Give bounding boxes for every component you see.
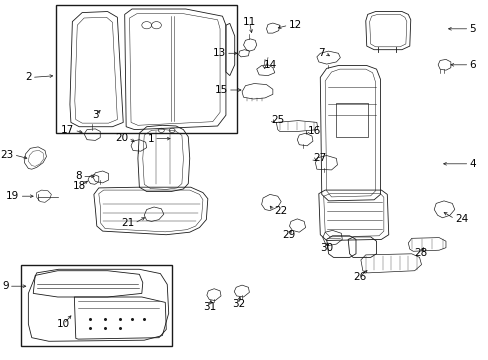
Bar bbox=[56, 5, 237, 133]
Text: 23: 23 bbox=[0, 150, 14, 160]
Text: 18: 18 bbox=[72, 181, 86, 192]
Text: 29: 29 bbox=[281, 230, 295, 240]
Text: 20: 20 bbox=[115, 132, 128, 143]
Text: 22: 22 bbox=[273, 206, 286, 216]
Text: 12: 12 bbox=[288, 20, 301, 30]
Text: 3: 3 bbox=[92, 110, 99, 120]
Text: 25: 25 bbox=[271, 114, 284, 125]
Text: 28: 28 bbox=[413, 248, 427, 258]
Text: 24: 24 bbox=[454, 214, 467, 224]
Text: 11: 11 bbox=[242, 17, 256, 27]
Text: 7: 7 bbox=[318, 48, 325, 58]
Text: 16: 16 bbox=[307, 126, 321, 136]
Text: 31: 31 bbox=[203, 302, 217, 312]
Text: 30: 30 bbox=[320, 243, 332, 253]
Text: 14: 14 bbox=[264, 60, 277, 70]
Text: 5: 5 bbox=[468, 24, 475, 34]
Text: 10: 10 bbox=[57, 319, 70, 329]
Text: 19: 19 bbox=[6, 191, 20, 201]
Text: 32: 32 bbox=[231, 299, 245, 309]
Text: 27: 27 bbox=[312, 153, 325, 163]
Text: 17: 17 bbox=[61, 125, 74, 135]
Text: 26: 26 bbox=[352, 272, 366, 282]
Text: 21: 21 bbox=[121, 218, 134, 228]
Text: 9: 9 bbox=[2, 281, 9, 291]
Text: 4: 4 bbox=[468, 159, 475, 169]
Text: 2: 2 bbox=[25, 72, 32, 82]
Text: 13: 13 bbox=[212, 48, 225, 58]
Text: 6: 6 bbox=[468, 60, 475, 70]
Text: 15: 15 bbox=[214, 85, 227, 95]
Bar bbox=[336, 103, 367, 137]
Bar bbox=[20, 265, 172, 346]
Text: 8: 8 bbox=[75, 171, 82, 181]
Text: 1: 1 bbox=[147, 134, 154, 144]
